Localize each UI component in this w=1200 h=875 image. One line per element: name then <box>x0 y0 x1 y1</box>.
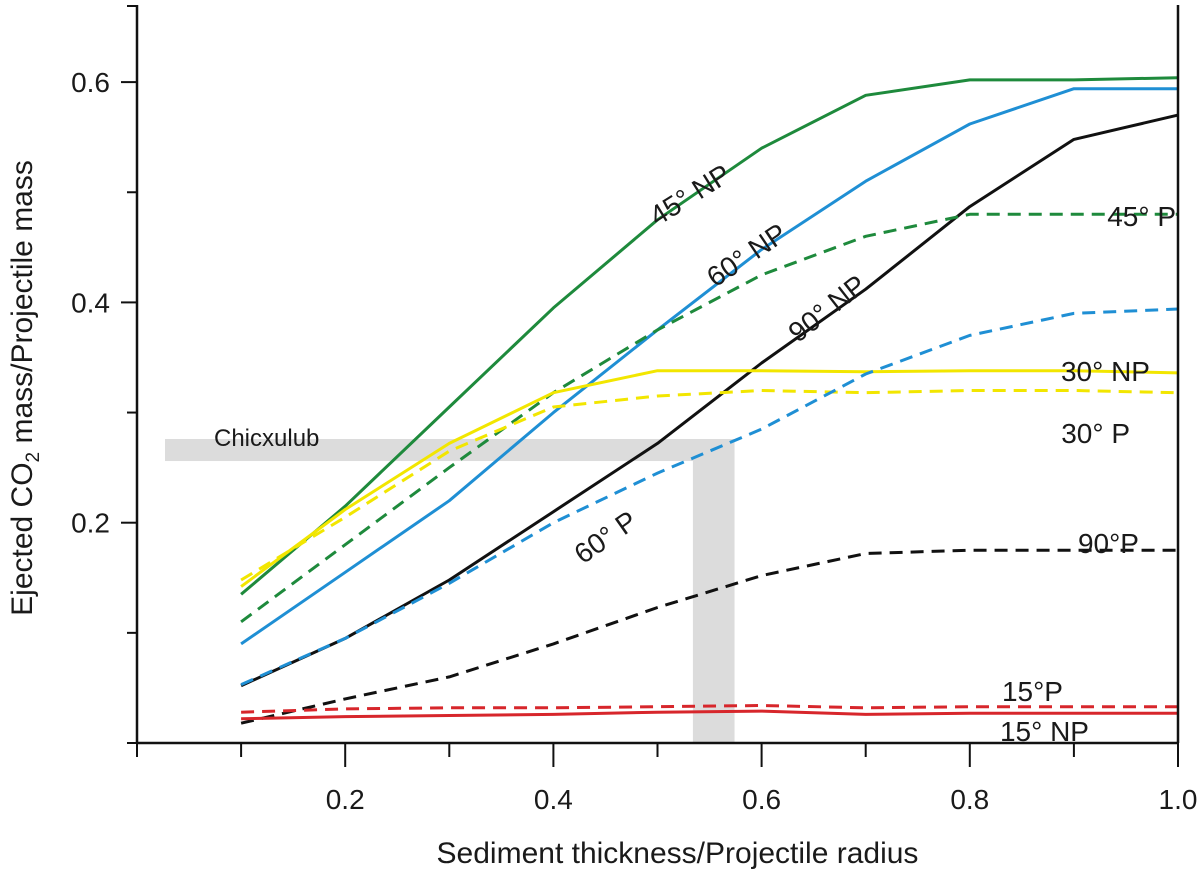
y-tick-label: 0.4 <box>71 287 110 318</box>
x-tick-label: 0.8 <box>950 784 989 815</box>
series-label-45deg-p: 45° P <box>1107 201 1176 232</box>
series-lines <box>240 76 1179 725</box>
y-axis-title-part: mass/Projectile mass <box>6 160 39 452</box>
y-axis-title: Ejected CO2 mass/Projectile mass <box>6 160 44 616</box>
y-tick-label: 0.2 <box>71 508 110 539</box>
x-tick-label: 0.4 <box>534 784 573 815</box>
series-label-45deg-np: 45° NP <box>644 158 736 231</box>
y-axis-title-part: Ejected CO <box>6 462 39 615</box>
series-label-15deg-np: 15° NP <box>1000 716 1089 747</box>
series-label-60deg-p: 60° P <box>568 505 642 570</box>
x-axis-title: Sediment thickness/Projectile radius <box>437 837 919 870</box>
y-axis-title-subscript: 2 <box>23 452 44 463</box>
series-line-45deg-p <box>240 212 1178 624</box>
series-label-30deg-np: 30° NP <box>1061 356 1150 387</box>
series-line-30deg-np <box>240 369 1179 588</box>
series-label-30deg-p: 30° P <box>1061 418 1130 449</box>
series-label-90degp: 90°P <box>1078 528 1139 559</box>
x-tick-label: 1.0 <box>1159 784 1198 815</box>
series-line-30deg-p <box>240 389 1179 582</box>
chicxulub-highlight <box>165 438 735 743</box>
series-line-60deg-np <box>240 87 1178 646</box>
series-line-90degp <box>240 548 1178 725</box>
axes: 0.2 0.4 0.6 0.8 1.0 0.2 0.4 0.6 Sediment thickne… <box>6 5 1197 870</box>
series-line-15deg-np <box>241 709 1178 721</box>
series-label-15degp: 15°P <box>1002 676 1063 707</box>
x-tick-label: 0.6 <box>742 784 781 815</box>
y-tick-label: 0.6 <box>71 67 110 98</box>
series-line-60deg-p <box>240 307 1179 686</box>
series-label-90deg-np: 90° NP <box>783 269 872 348</box>
series-line-45deg-np <box>240 76 1179 596</box>
x-tick-label: 0.2 <box>326 784 365 815</box>
series-line-15degp <box>241 704 1178 714</box>
chicxulub-label: Chicxulub <box>214 425 319 452</box>
chicxulub-horizontal-band <box>165 438 735 462</box>
